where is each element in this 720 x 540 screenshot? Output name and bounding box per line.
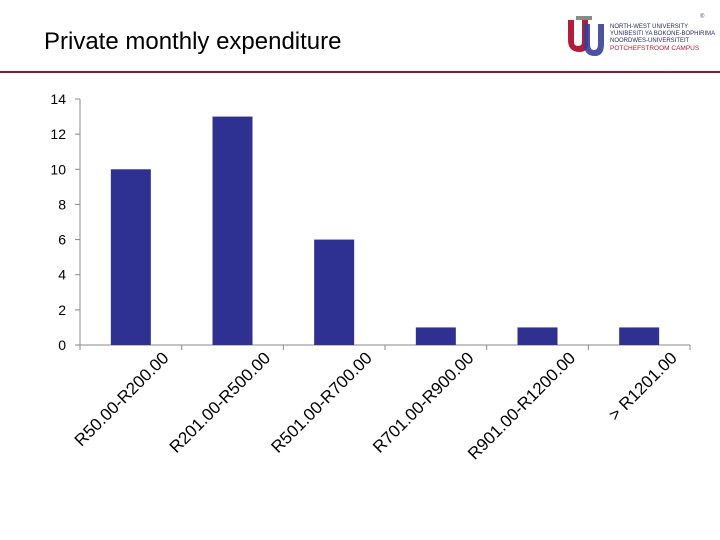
y-tick-label: 8: [58, 196, 66, 212]
bar: [415, 327, 456, 345]
x-category-label: R701.00-R900.00: [369, 348, 477, 456]
bar: [110, 169, 151, 345]
y-tick-label: 12: [50, 126, 66, 142]
x-category-label: > R1201.00: [605, 348, 681, 424]
logo-text: NORTH-WEST UNIVERSITY YUNIBESITI YA BOKO…: [610, 24, 715, 52]
title-divider: [0, 71, 720, 73]
y-tick-label: 6: [58, 232, 66, 248]
y-tick-label: 10: [50, 161, 66, 177]
y-tick-label: 2: [58, 302, 66, 318]
bar: [314, 239, 355, 345]
bar: [619, 327, 660, 345]
logo-line: YUNIBESITI YA BOKONE-BOPHIRIMA: [610, 31, 716, 37]
y-tick-label: 14: [50, 91, 66, 107]
logo-campus: POTCHEFSTROOM CAMPUS: [610, 45, 700, 52]
logo-line: NOORDWES-UNIVERSITEIT: [610, 38, 690, 44]
x-category-label: R50.00-R200.00: [71, 348, 173, 450]
y-tick-label: 4: [58, 267, 66, 283]
bar: [212, 116, 253, 345]
x-category-label: R501.00-R700.00: [267, 348, 375, 456]
bar: [517, 327, 558, 345]
logo-line: NORTH-WEST UNIVERSITY: [610, 24, 689, 30]
nwu-emblem-icon: [568, 16, 604, 56]
y-tick-label: 0: [58, 337, 66, 353]
university-logo: NORTH-WEST UNIVERSITY YUNIBESITI YA BOKO…: [562, 12, 715, 62]
x-category-label: R901.00-R1200.00: [464, 348, 579, 463]
page-title: Private monthly expenditure: [44, 28, 342, 55]
x-category-label: R201.00-R500.00: [166, 348, 274, 456]
registered-mark: ®: [700, 14, 705, 20]
